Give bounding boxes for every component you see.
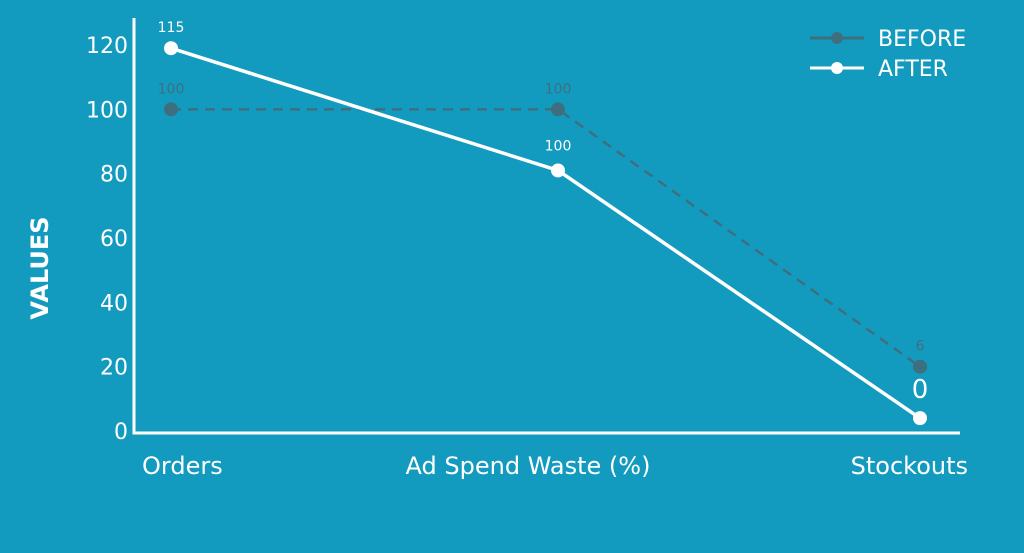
- data-label-after: 115: [158, 20, 185, 36]
- series-lines: [164, 41, 927, 426]
- data-point-after: [164, 41, 178, 56]
- data-point-before: [551, 102, 565, 117]
- legend-label-before: BEFORE: [878, 27, 966, 52]
- series-line-before: [171, 108, 921, 368]
- data-labels: 100 100 6 115 100 0: [158, 20, 929, 405]
- legend-swatch-dot-before: [831, 32, 843, 44]
- data-label-before: 100: [158, 81, 185, 97]
- y-tick-label: 100: [86, 98, 128, 123]
- y-tick-label: 120: [86, 34, 128, 59]
- y-tick-label: 0: [114, 420, 128, 445]
- legend-label-after: AFTER: [878, 57, 948, 82]
- y-axis-label: VALUES: [26, 216, 54, 319]
- legend: BEFORE AFTER: [810, 27, 966, 82]
- data-label-after: 100: [545, 138, 572, 154]
- y-tick-label: 40: [100, 291, 128, 316]
- data-point-after: [913, 411, 927, 426]
- y-tick-label: 80: [100, 163, 128, 188]
- data-point-after: [551, 163, 565, 178]
- data-label-before: 6: [916, 339, 925, 355]
- data-point-before: [913, 359, 927, 374]
- x-tick-label: Ad Spend Waste (%): [406, 452, 651, 480]
- data-label-after: 0: [912, 375, 929, 405]
- x-tick-label: Stockouts: [851, 452, 968, 480]
- y-tick-label: 20: [100, 356, 128, 381]
- y-tick-label: 60: [100, 227, 128, 252]
- legend-swatch-dot-after: [831, 62, 843, 74]
- data-label-before: 100: [545, 81, 572, 97]
- data-point-before: [164, 102, 178, 117]
- series-line-after: [170, 46, 921, 420]
- x-tick-label: Orders: [142, 452, 223, 480]
